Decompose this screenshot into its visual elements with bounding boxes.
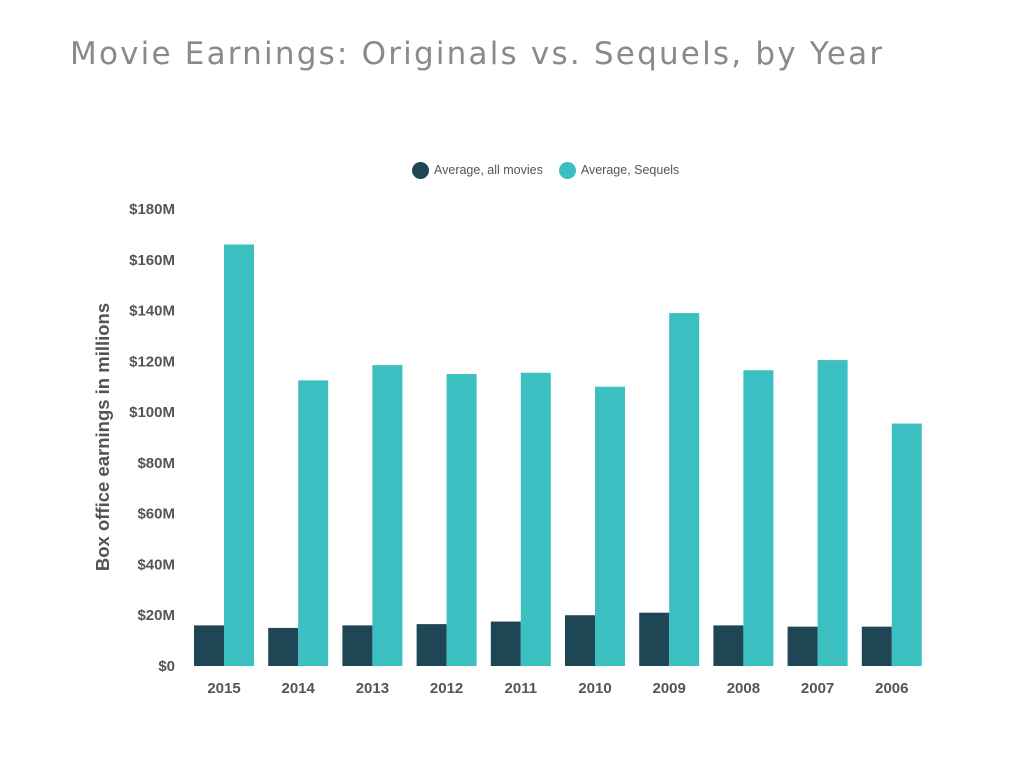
bar-average-sequels-2013 — [372, 365, 403, 666]
bar-average-all-movies-2015 — [194, 625, 224, 666]
y-tick-label-140: $140M — [129, 303, 175, 320]
bar-average-sequels-2008 — [743, 370, 774, 666]
bar-average-sequels-2010 — [595, 386, 625, 666]
y-tick-label-0: $0 — [158, 658, 175, 675]
legend-label-average-sequels: Average, Sequels — [580, 163, 680, 177]
y-tick-label-120: $120M — [129, 353, 175, 370]
bar-average-sequels-2006 — [891, 423, 922, 666]
x-tick-label-2013: 2013 — [356, 680, 389, 697]
x-tick-label-2008: 2008 — [727, 680, 760, 697]
y-tick-label-160: $160M — [129, 252, 175, 269]
bar-average-sequels-2014 — [298, 380, 329, 666]
y-tick-label-20: $20M — [137, 607, 175, 624]
x-tick-label-2007: 2007 — [801, 680, 834, 697]
y-tick-label-40: $40M — [137, 556, 175, 573]
legend-item-average-sequels: Average, Sequels — [558, 161, 680, 179]
chart-title: Movie Earnings: Originals vs. Sequels, b… — [70, 36, 885, 72]
bar-average-all-movies-2006 — [861, 626, 892, 666]
legend-label-average-all-movies: Average, all movies — [434, 163, 543, 177]
legend-swatch-average-all-movies — [412, 161, 429, 179]
y-tick-label-80: $80M — [137, 455, 175, 472]
legend-item-average-all-movies: Average, all movies — [412, 161, 543, 179]
bar-average-sequels-2009 — [669, 313, 700, 666]
x-tick-label-2011: 2011 — [505, 680, 538, 697]
x-tick-label-2014: 2014 — [282, 680, 316, 697]
bar-average-all-movies-2011 — [490, 621, 521, 666]
legend-swatch-average-sequels — [558, 161, 576, 179]
bar-average-sequels-2011 — [520, 372, 551, 666]
bar-average-all-movies-2009 — [639, 612, 670, 666]
y-tick-label-180: $180M — [129, 201, 175, 218]
x-tick-label-2009: 2009 — [653, 680, 686, 697]
bar-average-sequels-2012 — [446, 374, 477, 666]
y-tick-label-100: $100M — [129, 404, 175, 421]
bar-average-all-movies-2014 — [268, 627, 299, 666]
y-tick-label-60: $60M — [137, 506, 175, 523]
bar-average-all-movies-2013 — [342, 625, 373, 666]
bar-average-sequels-2007 — [817, 360, 848, 666]
bar-average-all-movies-2012 — [416, 624, 447, 666]
bar-average-all-movies-2008 — [713, 625, 744, 666]
x-tick-label-2006: 2006 — [875, 680, 908, 697]
x-tick-label-2012: 2012 — [430, 680, 463, 697]
bar-average-all-movies-2007 — [787, 626, 818, 666]
bar-average-sequels-2015 — [224, 244, 254, 667]
legend: Average, all movies Average, Sequels — [412, 160, 695, 180]
x-tick-label-2015: 2015 — [207, 680, 240, 697]
bar-average-all-movies-2010 — [565, 615, 595, 666]
x-tick-label-2010: 2010 — [578, 680, 611, 697]
